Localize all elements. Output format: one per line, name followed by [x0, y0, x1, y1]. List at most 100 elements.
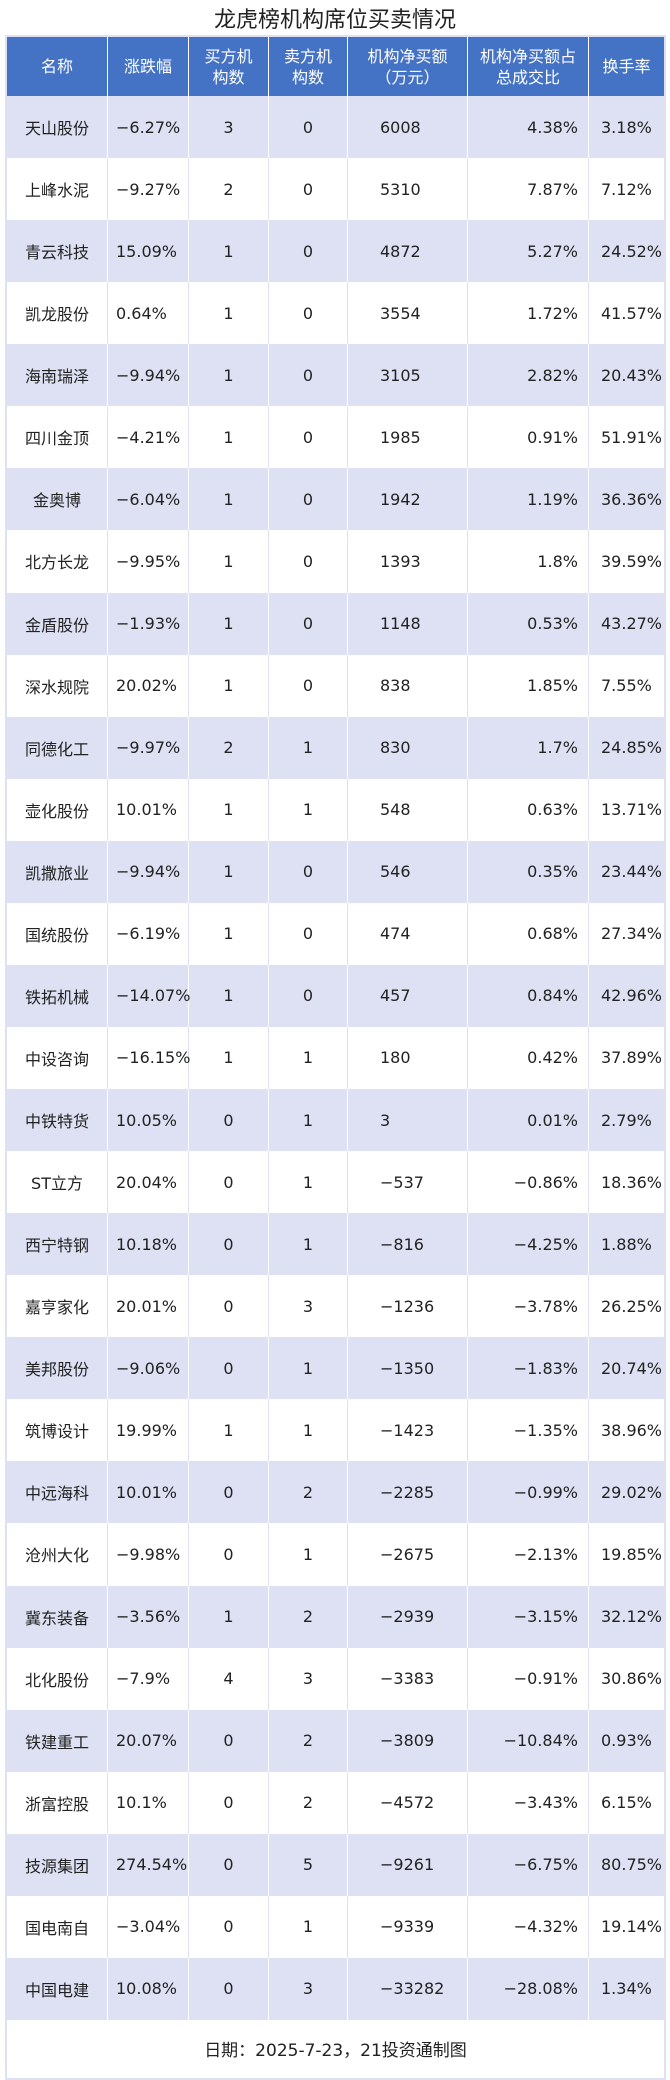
table-cell: 沧州大化 [7, 1523, 108, 1586]
table-cell: 2 [189, 716, 269, 779]
table-cell: 180 [348, 1026, 468, 1089]
table-cell: 5.27% [468, 220, 589, 283]
table-row: 铁拓机械 −14.07% 1 0 457 0.84% 42.96% [7, 964, 664, 1027]
table-cell: 四川金顶 [7, 406, 108, 469]
table-cell: 铁拓机械 [7, 964, 108, 1027]
table-cell: −6.04% [108, 468, 189, 531]
table-cell: 1 [269, 716, 348, 779]
table-cell: 5310 [348, 158, 468, 221]
table-cell: −6.27% [108, 96, 189, 159]
table-cell: 中远海科 [7, 1461, 108, 1524]
table-cell: −0.99% [468, 1461, 589, 1524]
table-cell: 0.68% [468, 902, 589, 965]
table-cell: 1.34% [601, 1979, 652, 1999]
table-cell: 1.7% [468, 716, 589, 779]
table-cell: −816 [348, 1213, 468, 1276]
table-cell: 1 [189, 654, 269, 717]
table-cell: 1.88% [601, 1234, 652, 1254]
table-cell: 深水规院 [7, 654, 108, 717]
table-cell: 546 [348, 840, 468, 903]
table-cell: 0 [269, 344, 348, 407]
table-cell: 1 [269, 1895, 348, 1958]
table-row: ST立方 20.04% 0 1 −537 −0.86% 18.36% [7, 1151, 664, 1214]
table-cell: −3.78% [468, 1275, 589, 1338]
table-cell: −6.75% [468, 1833, 589, 1896]
table-row: 西宁特钢 10.18% 0 1 −816 −4.25% 1.88% [7, 1213, 664, 1276]
table-cell: 美邦股份 [7, 1337, 108, 1400]
table-cell: 0 [269, 282, 348, 345]
table-cell: 1 [269, 1026, 348, 1089]
table-cell: 0 [189, 1523, 269, 1586]
table-cell: −9.94% [108, 344, 189, 407]
table-row: 中国电建 10.08% 0 3 −33282 −28.08% 1.34% [7, 1957, 664, 2020]
table-row: 凯龙股份 0.64% 1 0 3554 1.72% 41.57% [7, 282, 664, 345]
table-body: 天山股份 −6.27% 3 0 6008 4.38% 3.18% 上峰水泥 −9.27% 2 0 53… [7, 96, 664, 2020]
column-header: 名称 [7, 37, 108, 96]
table-cell: 凯撒旅业 [7, 840, 108, 903]
table-cell: 1 [189, 840, 269, 903]
table-cell: 7.55% [601, 676, 652, 696]
table-cell: 0 [269, 158, 348, 221]
table-cell: 1942 [348, 468, 468, 531]
table-cell: 西宁特钢 [7, 1213, 108, 1276]
column-header: 机构净买额 （万元） [348, 37, 468, 96]
table-cell: 0 [189, 1337, 269, 1400]
table-cell: 1 [189, 778, 269, 841]
table-cell: 0 [269, 96, 348, 159]
column-header: 机构净买额占 总成交比 [468, 37, 589, 96]
table-cell: 1.8% [468, 530, 589, 593]
table-cell: −0.86% [468, 1151, 589, 1214]
table-cell: 中铁特货 [7, 1089, 108, 1152]
table-row: 金奥博 −6.04% 1 0 1942 1.19% 36.36% [7, 468, 664, 531]
table-cell: 1 [189, 1585, 269, 1648]
table-row: 凯撒旅业 −9.94% 1 0 546 0.35% 23.44% [7, 840, 664, 903]
table-cell: 0 [269, 530, 348, 593]
table-cell: 37.89% [601, 1048, 663, 1068]
table-cell: 29.02% [601, 1482, 663, 1502]
table-cell: −16.15% [108, 1026, 190, 1089]
table-cell: 0 [269, 902, 348, 965]
table-cell: 548 [348, 778, 468, 841]
table-cell: −3.04% [108, 1895, 189, 1958]
table-cell: 51.91% [601, 427, 663, 447]
table-row: 国电南自 −3.04% 0 1 −9339 −4.32% 19.14% [7, 1895, 664, 1958]
table-cell: 冀东装备 [7, 1585, 108, 1648]
table-cell: 3 [189, 96, 269, 159]
table-row: 技源集团 274.54% 0 5 −9261 −6.75% 80.75% [7, 1833, 664, 1896]
table-row: 浙富控股 10.1% 0 2 −4572 −3.43% 6.15% [7, 1771, 664, 1834]
table-row: 嘉亨家化 20.01% 0 3 −1236 −3.78% 26.25% [7, 1275, 664, 1338]
table-cell: 2 [269, 1771, 348, 1834]
table-cell: 1 [269, 1523, 348, 1586]
column-header: 涨跌幅 [108, 37, 189, 96]
table-cell: 4.38% [468, 96, 589, 159]
table-row: 国统股份 −6.19% 1 0 474 0.68% 27.34% [7, 902, 664, 965]
table-cell: 42.96% [601, 986, 663, 1006]
table-cell: 天山股份 [7, 96, 108, 159]
table-cell: 30.86% [601, 1669, 663, 1689]
table-row: 中远海科 10.01% 0 2 −2285 −0.99% 29.02% [7, 1461, 664, 1524]
table-cell: −2.13% [468, 1523, 589, 1586]
table-row: 青云科技 15.09% 1 0 4872 5.27% 24.52% [7, 220, 664, 283]
table-cell: 36.36% [601, 489, 663, 509]
table-cell: 0.53% [468, 592, 589, 655]
table-cell: 0.64% [108, 282, 189, 345]
table-cell: 0.35% [468, 840, 589, 903]
table-cell: 0 [269, 840, 348, 903]
table-cell: −1.83% [468, 1337, 589, 1400]
table-cell: 0 [269, 406, 348, 469]
table-cell: 1 [269, 1151, 348, 1214]
table-cell: 1 [189, 282, 269, 345]
table-cell: −2285 [348, 1461, 468, 1524]
table-cell: 3 [269, 1275, 348, 1338]
table-row: 金盾股份 −1.93% 1 0 1148 0.53% 43.27% [7, 592, 664, 655]
table-cell: −3383 [348, 1647, 468, 1710]
table-cell: 20.02% [108, 654, 189, 717]
table-cell: 2 [269, 1709, 348, 1772]
table-cell: −3809 [348, 1709, 468, 1772]
table-cell: 1.19% [468, 468, 589, 531]
table-cell: 39.59% [601, 551, 663, 571]
column-header: 换手率 [602, 57, 651, 76]
table-row: 美邦股份 −9.06% 0 1 −1350 −1.83% 20.74% [7, 1337, 664, 1400]
table-cell: 38.96% [601, 1420, 663, 1440]
table-cell: 金盾股份 [7, 592, 108, 655]
